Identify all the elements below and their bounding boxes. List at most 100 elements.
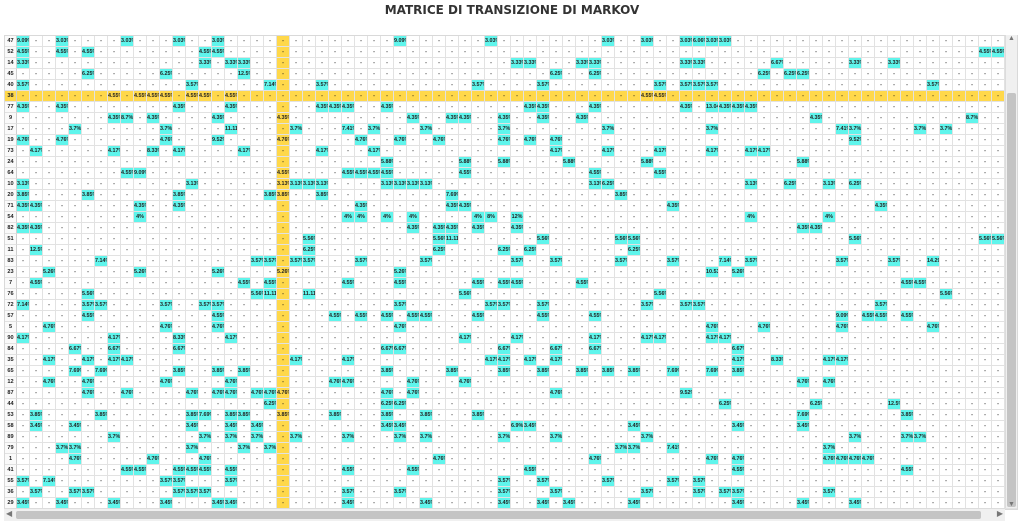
probability-cell: 4.76% xyxy=(342,377,355,388)
empty-cell: - xyxy=(615,454,628,465)
scroll-right-arrow-icon[interactable]: ▶ xyxy=(996,509,1003,518)
empty-cell: - xyxy=(108,102,121,113)
empty-cell: - xyxy=(186,278,199,289)
probability-cell: 4.17% xyxy=(589,333,602,344)
empty-cell: - xyxy=(407,201,420,212)
empty-cell: - xyxy=(407,278,420,289)
empty-cell: - xyxy=(576,124,589,135)
empty-cell: - xyxy=(56,465,69,476)
empty-cell: - xyxy=(576,300,589,311)
row-label: 40 xyxy=(5,80,17,91)
empty-cell: - xyxy=(95,223,108,234)
empty-cell: - xyxy=(511,322,524,333)
empty-cell: - xyxy=(433,410,446,421)
empty-cell: - xyxy=(680,289,693,300)
empty-cell: - xyxy=(43,278,56,289)
empty-cell: - xyxy=(459,421,472,432)
empty-cell: - xyxy=(641,476,654,487)
empty-cell: - xyxy=(836,58,849,69)
empty-cell: - xyxy=(69,333,82,344)
empty-cell: - xyxy=(940,47,953,58)
empty-cell: - xyxy=(745,69,758,80)
empty-cell: - xyxy=(901,58,914,69)
empty-cell: - xyxy=(420,388,433,399)
empty-cell: - xyxy=(342,256,355,267)
empty-cell: - xyxy=(953,223,966,234)
probability-cell: 3.57% xyxy=(667,256,680,267)
empty-cell: - xyxy=(667,377,680,388)
empty-cell: - xyxy=(459,245,472,256)
empty-cell: - xyxy=(277,36,290,47)
vertical-scrollbar[interactable]: ▲ ▼ xyxy=(1005,35,1017,508)
empty-cell: - xyxy=(628,146,641,157)
empty-cell: - xyxy=(719,135,732,146)
empty-cell: - xyxy=(82,124,95,135)
horizontal-scroll-thumb[interactable] xyxy=(16,511,981,519)
empty-cell: - xyxy=(108,124,121,135)
empty-cell: - xyxy=(550,245,563,256)
empty-cell: - xyxy=(43,289,56,300)
empty-cell: - xyxy=(628,355,641,366)
empty-cell: - xyxy=(368,47,381,58)
empty-cell: - xyxy=(875,80,888,91)
empty-cell: - xyxy=(95,476,108,487)
empty-cell: - xyxy=(134,179,147,190)
empty-cell: - xyxy=(290,388,303,399)
matrix-viewport[interactable]: 479.09%--3.03%----3.03%---3.03%--3.03%--… xyxy=(4,35,1018,510)
row-label: 51 xyxy=(5,234,17,245)
empty-cell: - xyxy=(290,289,303,300)
empty-cell: - xyxy=(212,168,225,179)
empty-cell: - xyxy=(134,311,147,322)
empty-cell: - xyxy=(498,465,511,476)
empty-cell: - xyxy=(368,256,381,267)
empty-cell: - xyxy=(576,69,589,80)
empty-cell: - xyxy=(745,223,758,234)
empty-cell: - xyxy=(355,333,368,344)
empty-cell: - xyxy=(199,223,212,234)
probability-cell: 3.13% xyxy=(589,179,602,190)
empty-cell: - xyxy=(199,267,212,278)
empty-cell: - xyxy=(121,377,134,388)
empty-cell: - xyxy=(550,58,563,69)
probability-cell: 3.33% xyxy=(888,58,901,69)
scroll-up-arrow-icon[interactable]: ▲ xyxy=(1008,35,1015,42)
empty-cell: - xyxy=(810,311,823,322)
empty-cell: - xyxy=(771,333,784,344)
empty-cell: - xyxy=(784,399,797,410)
empty-cell: - xyxy=(680,377,693,388)
empty-cell: - xyxy=(30,113,43,124)
probability-cell: 4.17% xyxy=(758,146,771,157)
empty-cell: - xyxy=(498,333,511,344)
probability-cell: 3.57% xyxy=(82,487,95,498)
empty-cell: - xyxy=(485,135,498,146)
empty-cell: - xyxy=(797,388,810,399)
probability-cell: 8.7% xyxy=(966,113,979,124)
empty-cell: - xyxy=(420,234,433,245)
empty-cell: - xyxy=(433,168,446,179)
empty-cell: - xyxy=(862,124,875,135)
empty-cell: - xyxy=(264,410,277,421)
empty-cell: - xyxy=(316,311,329,322)
empty-cell: - xyxy=(602,322,615,333)
empty-cell: - xyxy=(225,245,238,256)
probability-cell: 6.25% xyxy=(797,69,810,80)
probability-cell: 4.76% xyxy=(732,454,745,465)
empty-cell: - xyxy=(277,432,290,443)
empty-cell: - xyxy=(277,421,290,432)
vertical-scroll-thumb[interactable] xyxy=(1007,93,1016,507)
empty-cell: - xyxy=(43,410,56,421)
probability-cell: 4.17% xyxy=(290,355,303,366)
empty-cell: - xyxy=(901,80,914,91)
row-label: 77 xyxy=(5,102,17,113)
empty-cell: - xyxy=(524,146,537,157)
scroll-left-arrow-icon[interactable]: ◀ xyxy=(6,509,13,518)
empty-cell: - xyxy=(355,476,368,487)
empty-cell: - xyxy=(186,366,199,377)
scroll-down-arrow-icon[interactable]: ▼ xyxy=(1008,501,1015,508)
horizontal-scrollbar[interactable]: ◀ ▶ xyxy=(4,508,1005,521)
empty-cell: - xyxy=(680,278,693,289)
empty-cell: - xyxy=(732,399,745,410)
empty-cell: - xyxy=(355,113,368,124)
empty-cell: - xyxy=(667,80,680,91)
empty-cell: - xyxy=(693,421,706,432)
